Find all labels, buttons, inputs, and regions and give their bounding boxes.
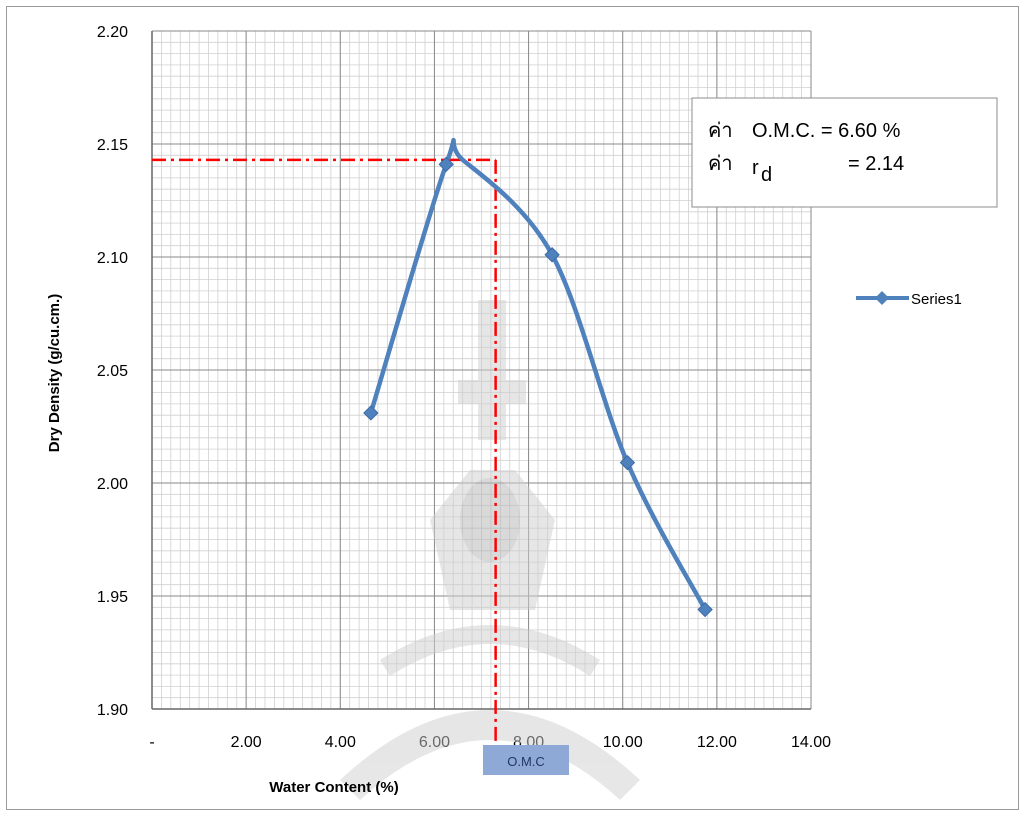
axes — [151, 31, 811, 710]
y-tick-label: 1.90 — [97, 702, 128, 719]
y-tick-label: 2.00 — [97, 476, 128, 493]
annotation-line1-text: O.M.C. = 6.60 % — [752, 120, 901, 142]
y-tick-label: 2.15 — [97, 137, 128, 154]
x-tick-label: 4.00 — [325, 734, 356, 751]
series1-data-point — [697, 601, 713, 618]
legend-series1-label: Series1 — [911, 291, 962, 308]
y-tick-label: 1.95 — [97, 589, 128, 606]
omc-annotation-box: ค่า O.M.C. = 6.60 % ค่า r d = 2.14 — [691, 97, 998, 208]
series1-data-point — [363, 405, 379, 421]
legend: Series1 — [856, 291, 962, 308]
omc-label: O.M.C — [483, 745, 569, 775]
x-axis-title: Water Content (%) — [269, 779, 398, 796]
series1-data-point — [438, 156, 454, 173]
series1-data-point — [619, 454, 636, 471]
y-tick-label: 2.10 — [97, 250, 128, 267]
series1-markers — [363, 156, 713, 618]
svg-text:O.M.C: O.M.C — [507, 754, 545, 769]
x-tick-label: 12.00 — [697, 734, 737, 751]
x-tick-label: 10.00 — [603, 734, 643, 751]
series1-line — [368, 137, 708, 612]
legend-series1-marker — [875, 291, 889, 305]
x-tick-label: 14.00 — [791, 734, 831, 751]
annotation-line2-value: = 2.14 — [848, 153, 904, 175]
y-tick-label: 2.05 — [97, 363, 128, 380]
y-axis-title: Dry Density (g/cu.cm.) — [46, 294, 63, 452]
x-tick-label: 2.00 — [231, 734, 262, 751]
watermark-emblem — [340, 300, 640, 800]
y-tick-label: 2.20 — [97, 24, 128, 41]
y-tick-labels: 1.90 1.95 2.00 2.05 2.10 2.15 2.20 — [97, 24, 128, 719]
annotation-line1-prefix: ค่า — [708, 120, 733, 142]
annotation-line2-subscript: d — [761, 164, 772, 186]
annotation-line2-symbol: r — [752, 157, 759, 179]
annotation-line2-prefix: ค่า — [708, 153, 733, 175]
series1-data-point — [544, 247, 560, 263]
x-tick-label: - — [149, 734, 154, 751]
